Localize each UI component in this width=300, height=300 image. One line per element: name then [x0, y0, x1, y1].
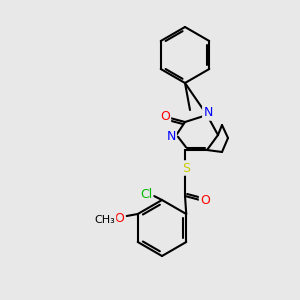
- Text: N: N: [203, 106, 213, 119]
- Text: O: O: [160, 110, 170, 122]
- Text: CH₃: CH₃: [94, 215, 115, 225]
- Text: O: O: [200, 194, 210, 208]
- Text: N: N: [166, 130, 176, 143]
- Text: Cl: Cl: [140, 188, 152, 202]
- Text: S: S: [182, 161, 190, 175]
- Text: O: O: [114, 212, 124, 224]
